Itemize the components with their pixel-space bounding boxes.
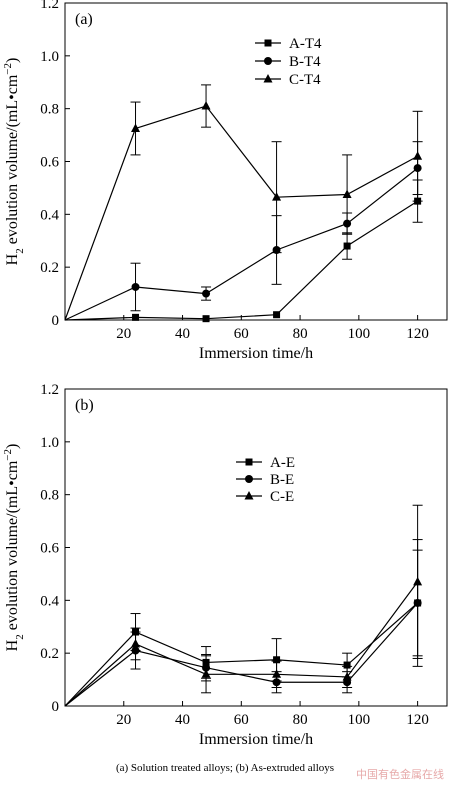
data-point [201, 669, 211, 678]
series-line [64, 200, 418, 321]
legend: A-EB-EC-E [236, 455, 295, 505]
plot-frame [64, 388, 448, 707]
x-tick-label: 60 [234, 712, 249, 728]
y-tick-label: 1.2 [40, 382, 59, 398]
panel-label: (b) [75, 397, 94, 414]
data-point [132, 313, 140, 321]
y-axis-label: H2 evolution volume/(mL•cm−2) [2, 444, 26, 652]
x-tick-label: 100 [348, 712, 371, 728]
y-tick-label: 0.8 [40, 488, 59, 504]
data-point [273, 656, 281, 664]
x-tick-label: 20 [116, 712, 131, 728]
plot-frame [64, 2, 448, 321]
y-tick-label: 0.4 [40, 593, 59, 609]
data-point [131, 638, 141, 648]
y-tick-label: 1.0 [40, 49, 59, 65]
data-point [201, 101, 211, 110]
y-tick-label: 0 [52, 699, 60, 715]
data-point [202, 315, 210, 323]
legend-label: C-T4 [289, 72, 321, 88]
x-tick-label: 60 [234, 326, 249, 342]
x-tick-label: 120 [406, 712, 429, 728]
legend-marker [263, 74, 273, 83]
panel-label: (a) [75, 11, 93, 28]
series-line [64, 105, 418, 321]
x-tick-label: 80 [293, 712, 308, 728]
data-point [342, 671, 352, 681]
data-point [342, 189, 352, 199]
series-B-E [64, 549, 423, 707]
legend-marker [245, 475, 253, 483]
series-line [64, 581, 419, 707]
y-tick-label: 0.6 [40, 155, 59, 171]
series-A-E [64, 539, 423, 707]
x-tick-label: 40 [175, 326, 190, 342]
series-B-T4 [64, 141, 423, 321]
y-tick-label: 1.2 [40, 0, 59, 12]
figure-caption: (a) Solution treated alloys; (b) As-extr… [115, 762, 335, 774]
watermark: 中国有色金属在线 [356, 768, 444, 781]
legend-label: A-E [270, 455, 295, 471]
data-point [343, 661, 351, 669]
y-tick-label: 0.6 [40, 541, 59, 557]
series-C-E [64, 504, 423, 707]
x-axis-label: Immersion time/h [199, 345, 313, 362]
data-point [413, 151, 423, 160]
legend: A-T4 B-T4 C-T4 [255, 36, 322, 88]
series-line [64, 167, 418, 321]
legend-label: A-T4 [289, 36, 322, 52]
data-point [272, 669, 282, 678]
x-tick-label: 100 [348, 326, 371, 342]
x-tick-label: 120 [406, 326, 429, 342]
x-tick-label: 20 [116, 326, 131, 342]
y-tick-label: 0.8 [40, 102, 59, 118]
chart-panel-a: 0 0.2 0.4 0.6 0.8 1.0 1.2 20 40 60 80 100 120 Immersi… [2, 0, 448, 362]
y-axis-label: H2 evolution volume/(mL•cm−2) [2, 58, 26, 266]
legend-label: C-E [270, 489, 294, 505]
x-tick-label: 80 [293, 326, 308, 342]
data-point [273, 311, 281, 319]
data-point [413, 576, 423, 586]
y-tick-label: 0 [52, 313, 60, 329]
series-A-T4 [64, 179, 423, 323]
y-tick-label: 0.2 [40, 260, 59, 276]
series-line [64, 602, 419, 707]
series-line [64, 602, 419, 707]
x-tick-label: 40 [175, 712, 190, 728]
x-axis-label: Immersion time/h [199, 731, 313, 748]
legend-marker [244, 491, 254, 500]
data-point [131, 282, 140, 291]
y-tick-label: 0.2 [40, 646, 59, 662]
data-point [343, 242, 351, 250]
legend-marker [245, 458, 253, 466]
series-C-T4 [64, 84, 423, 321]
legend-label: B-E [270, 472, 294, 488]
chart-panel-b: 0 0.2 0.4 0.6 0.8 1.0 1.2 20 40 60 80 100 120 Immersi… [2, 382, 448, 748]
data-point [272, 192, 282, 201]
legend-marker [264, 57, 272, 65]
data-point [131, 123, 141, 132]
legend-marker [264, 39, 272, 47]
y-tick-label: 0.4 [40, 207, 59, 223]
legend-label: B-T4 [289, 54, 321, 70]
y-tick-label: 1.0 [40, 435, 59, 451]
data-point [202, 289, 211, 298]
